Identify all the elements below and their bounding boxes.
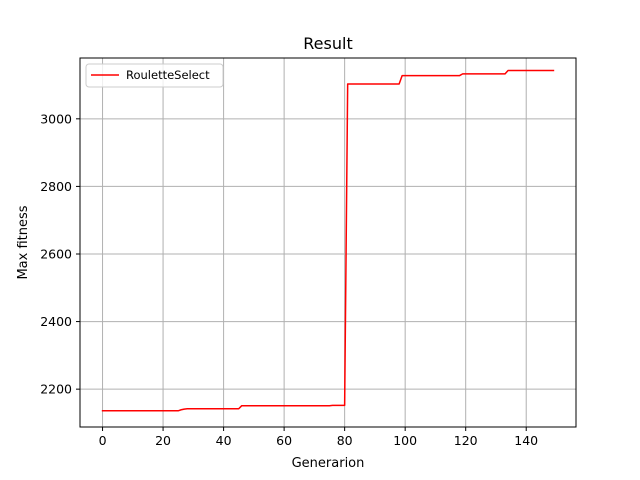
y-axis-label: Max fitness (16, 205, 31, 279)
legend: RouletteSelect (85, 63, 224, 88)
x-tick-label: 0 (99, 433, 107, 448)
legend-label-roulette-select: RouletteSelect (126, 68, 210, 82)
y-tick-label: 2400 (40, 314, 72, 329)
x-axis-label: Generarion (292, 456, 365, 471)
y-tick-label: 2200 (40, 382, 72, 397)
x-tick-label: 100 (393, 433, 417, 448)
x-tick-label: 80 (337, 433, 353, 448)
x-tick-label: 60 (276, 433, 292, 448)
grid (80, 58, 576, 427)
chart-title: Result (303, 34, 352, 53)
ticks: 0 20 40 60 80 100 120 140 2200 2400 2600 2800 3000 (40, 111, 538, 448)
y-tick-label: 2600 (40, 246, 72, 261)
plot-area (80, 58, 576, 427)
series-line-roulette-select (101, 69, 555, 412)
x-tick-label: 120 (454, 433, 478, 448)
series-layer (101, 69, 555, 412)
x-tick-label: 20 (155, 433, 171, 448)
legend-frame (85, 63, 224, 88)
y-tick-label: 2800 (40, 179, 72, 194)
x-tick-label: 140 (514, 433, 538, 448)
plot-frame (79, 57, 577, 428)
x-tick-label: 40 (216, 433, 232, 448)
y-tick-label: 3000 (40, 111, 72, 126)
